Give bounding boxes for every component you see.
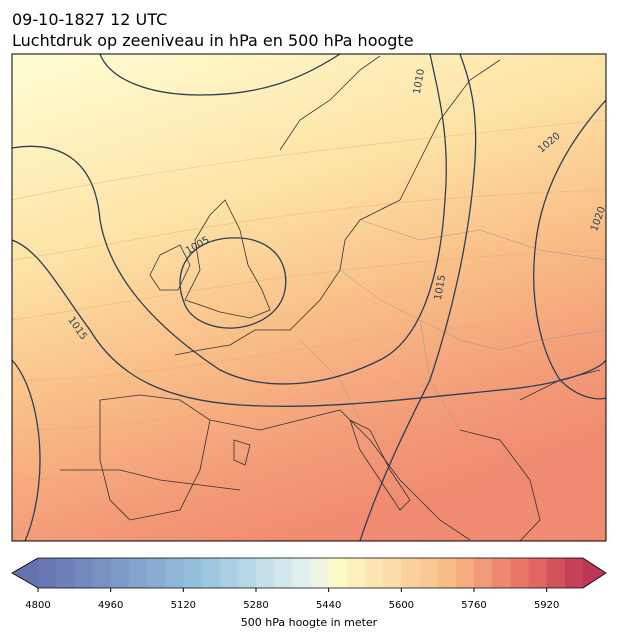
colorbar-cell [56, 558, 75, 588]
colorbar-cell [346, 558, 366, 588]
colorbar-tick-label: 4960 [98, 600, 123, 611]
colorbar-tick-label: 5440 [316, 600, 341, 611]
colorbar-cell [92, 558, 112, 588]
colorbar-cell [219, 558, 239, 588]
colorbar-cell [546, 558, 566, 588]
colorbar-cell [510, 558, 529, 588]
colorbar-outline [11, 557, 607, 589]
colorbar-cell [492, 558, 511, 588]
colorbar-tick-label: 5760 [461, 600, 486, 611]
colorbar: 4800 4960 5120 5280 5440 5600 5760 5920 [11, 557, 607, 611]
colorbar-cell [328, 558, 348, 588]
title-line-2: Luchtdruk op zeeniveau in hPa en 500 hPa… [12, 31, 414, 50]
colorbar-cell [383, 558, 402, 588]
colorbar-cell [38, 558, 57, 588]
colorbar-cell [310, 558, 330, 588]
colorbar-cell [401, 558, 420, 588]
colorbar-cell [564, 558, 584, 588]
colorbar-tick-label: 5600 [389, 600, 414, 611]
colorbar-label: 500 hPa hoogte in meter [241, 616, 378, 629]
colorbar-cell [74, 558, 93, 588]
colorbar-cell [128, 558, 148, 588]
colorbar-extend-high [583, 558, 606, 588]
colorbar-cell [183, 558, 202, 588]
colorbar-cell [237, 558, 257, 588]
contour-label: 1010 [412, 68, 427, 95]
map-background [12, 54, 606, 541]
colorbar-cell [110, 558, 130, 588]
colorbar-cell [201, 558, 221, 588]
colorbar-cell [165, 558, 184, 588]
colorbar-cell [256, 558, 275, 588]
colorbar-cell [147, 558, 166, 588]
colorbar-cell [419, 558, 439, 588]
colorbar-tick-label: 5920 [534, 600, 559, 611]
colorbar-tick-label: 5280 [243, 600, 268, 611]
colorbar-tick-label: 5120 [171, 600, 196, 611]
colorbar-cell [292, 558, 311, 588]
colorbar-cell [455, 558, 475, 588]
contour-label: 1015 [433, 274, 448, 301]
colorbar-cell [274, 558, 293, 588]
colorbar-tick-label: 4800 [25, 600, 50, 611]
map-frame [11, 53, 607, 542]
colorbar-cell [528, 558, 548, 588]
colorbar-extend-low [12, 558, 38, 588]
colorbar-cell [474, 558, 493, 588]
colorbar-cell [437, 558, 457, 588]
isobars [12, 54, 606, 541]
map: 1010 1020 1020 1005 1015 1015 [12, 54, 606, 541]
colorbar-cell [365, 558, 384, 588]
title-line-1: 09-10-1827 12 UTC [12, 10, 167, 29]
